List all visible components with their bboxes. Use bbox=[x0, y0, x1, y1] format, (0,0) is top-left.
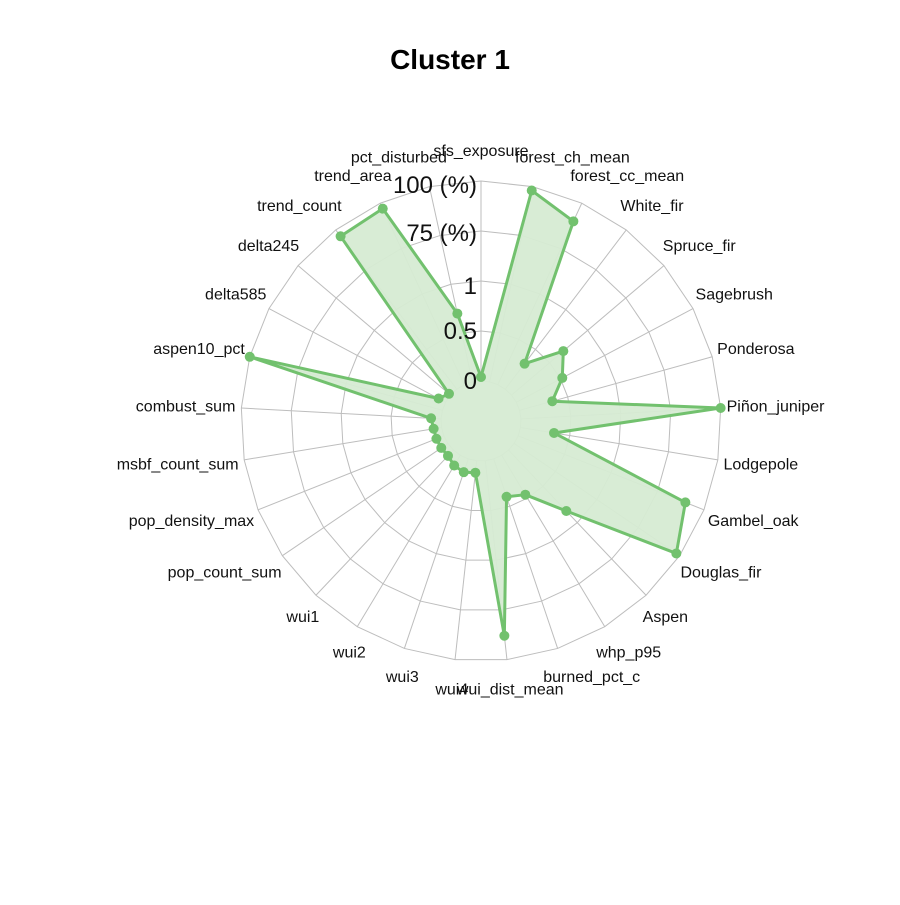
variable-label: Ponderosa bbox=[717, 341, 794, 358]
data-point bbox=[458, 467, 469, 478]
variable-label: trend_area bbox=[314, 168, 391, 185]
grid-spoke bbox=[297, 265, 451, 396]
data-point bbox=[547, 396, 558, 407]
data-point bbox=[449, 460, 460, 471]
variable-label: wui3 bbox=[385, 669, 419, 686]
grid-spoke bbox=[282, 443, 449, 557]
grid-spoke bbox=[356, 455, 461, 627]
data-point bbox=[526, 185, 537, 196]
data-point bbox=[452, 308, 463, 319]
variable-label: Spruce_fir bbox=[663, 238, 737, 255]
data-point bbox=[428, 423, 439, 434]
variable-label: pct_disturbed bbox=[351, 149, 447, 166]
grid-spoke bbox=[403, 458, 469, 649]
variable-label: aspen10_pct bbox=[153, 341, 245, 358]
data-point bbox=[501, 491, 512, 502]
data-point bbox=[561, 506, 572, 517]
axis-tick-label: 0 bbox=[464, 368, 477, 395]
data-point bbox=[558, 346, 569, 357]
variable-label: delta245 bbox=[238, 238, 299, 255]
data-point bbox=[436, 442, 447, 453]
data-point bbox=[244, 351, 255, 362]
data-point bbox=[557, 372, 568, 383]
data-point bbox=[431, 433, 442, 444]
data-point bbox=[442, 450, 453, 461]
variable-label: wui_dist_mean bbox=[456, 681, 564, 698]
variable-label: Piñon_juniper bbox=[727, 398, 826, 415]
variable-label: White_fir bbox=[620, 198, 684, 215]
data-point bbox=[671, 548, 682, 559]
data-point bbox=[433, 393, 444, 404]
grid-spoke bbox=[454, 460, 478, 660]
variable-label: pop_density_max bbox=[129, 513, 254, 530]
data-point bbox=[426, 413, 437, 424]
grid-spoke bbox=[315, 449, 454, 596]
grid-ring bbox=[340, 280, 622, 561]
data-point bbox=[470, 467, 481, 478]
data-point bbox=[476, 372, 486, 382]
axis-tick-label: 1 bbox=[464, 273, 477, 300]
variable-label: Gambel_oak bbox=[708, 513, 800, 530]
data-point bbox=[680, 497, 691, 508]
data-point bbox=[377, 203, 388, 214]
axis-tick-label: 0.5 bbox=[444, 318, 477, 345]
data-point bbox=[499, 630, 510, 641]
variable-label: whp_p95 bbox=[595, 644, 661, 661]
data-point bbox=[520, 489, 531, 500]
data-point bbox=[519, 358, 530, 369]
variable-label: Aspen bbox=[643, 609, 688, 626]
series-area bbox=[248, 189, 723, 638]
grid-spoke bbox=[241, 407, 442, 420]
variable-label: delta585 bbox=[205, 287, 266, 304]
grid-ring bbox=[240, 180, 722, 661]
variable-label: burned_pct_c bbox=[543, 669, 640, 686]
chart-title: Cluster 1 bbox=[390, 44, 510, 75]
variable-label: forest_cc_mean bbox=[570, 168, 684, 185]
variable-label: sfs_exposure bbox=[433, 143, 528, 160]
variable-label: Lodgepole bbox=[723, 457, 798, 474]
grid-spoke bbox=[268, 308, 446, 403]
variable-label: Douglas_fir bbox=[680, 565, 762, 582]
axis-tick-label: 100 (%) bbox=[393, 172, 477, 199]
variable-label: wui1 bbox=[285, 609, 319, 626]
variable-label: combust_sum bbox=[136, 398, 236, 415]
data-point bbox=[568, 216, 579, 227]
variable-label: msbf_count_sum bbox=[117, 457, 239, 474]
data-point bbox=[549, 427, 560, 438]
axis-tick-label: 75 (%) bbox=[406, 220, 477, 247]
variable-label: wui2 bbox=[332, 644, 366, 661]
variable-label: forest_ch_mean bbox=[515, 149, 630, 166]
data-point bbox=[335, 231, 346, 242]
grid-spoke bbox=[257, 435, 445, 511]
variable-label: wui4 bbox=[434, 681, 468, 698]
data-point bbox=[715, 403, 726, 414]
grid-spoke bbox=[244, 426, 442, 461]
grid-ring bbox=[290, 230, 672, 611]
variable-label: trend_count bbox=[257, 198, 342, 215]
data-point bbox=[443, 388, 454, 399]
variable-label: Sagebrush bbox=[696, 287, 773, 304]
variable-label: pop_count_sum bbox=[168, 565, 282, 582]
